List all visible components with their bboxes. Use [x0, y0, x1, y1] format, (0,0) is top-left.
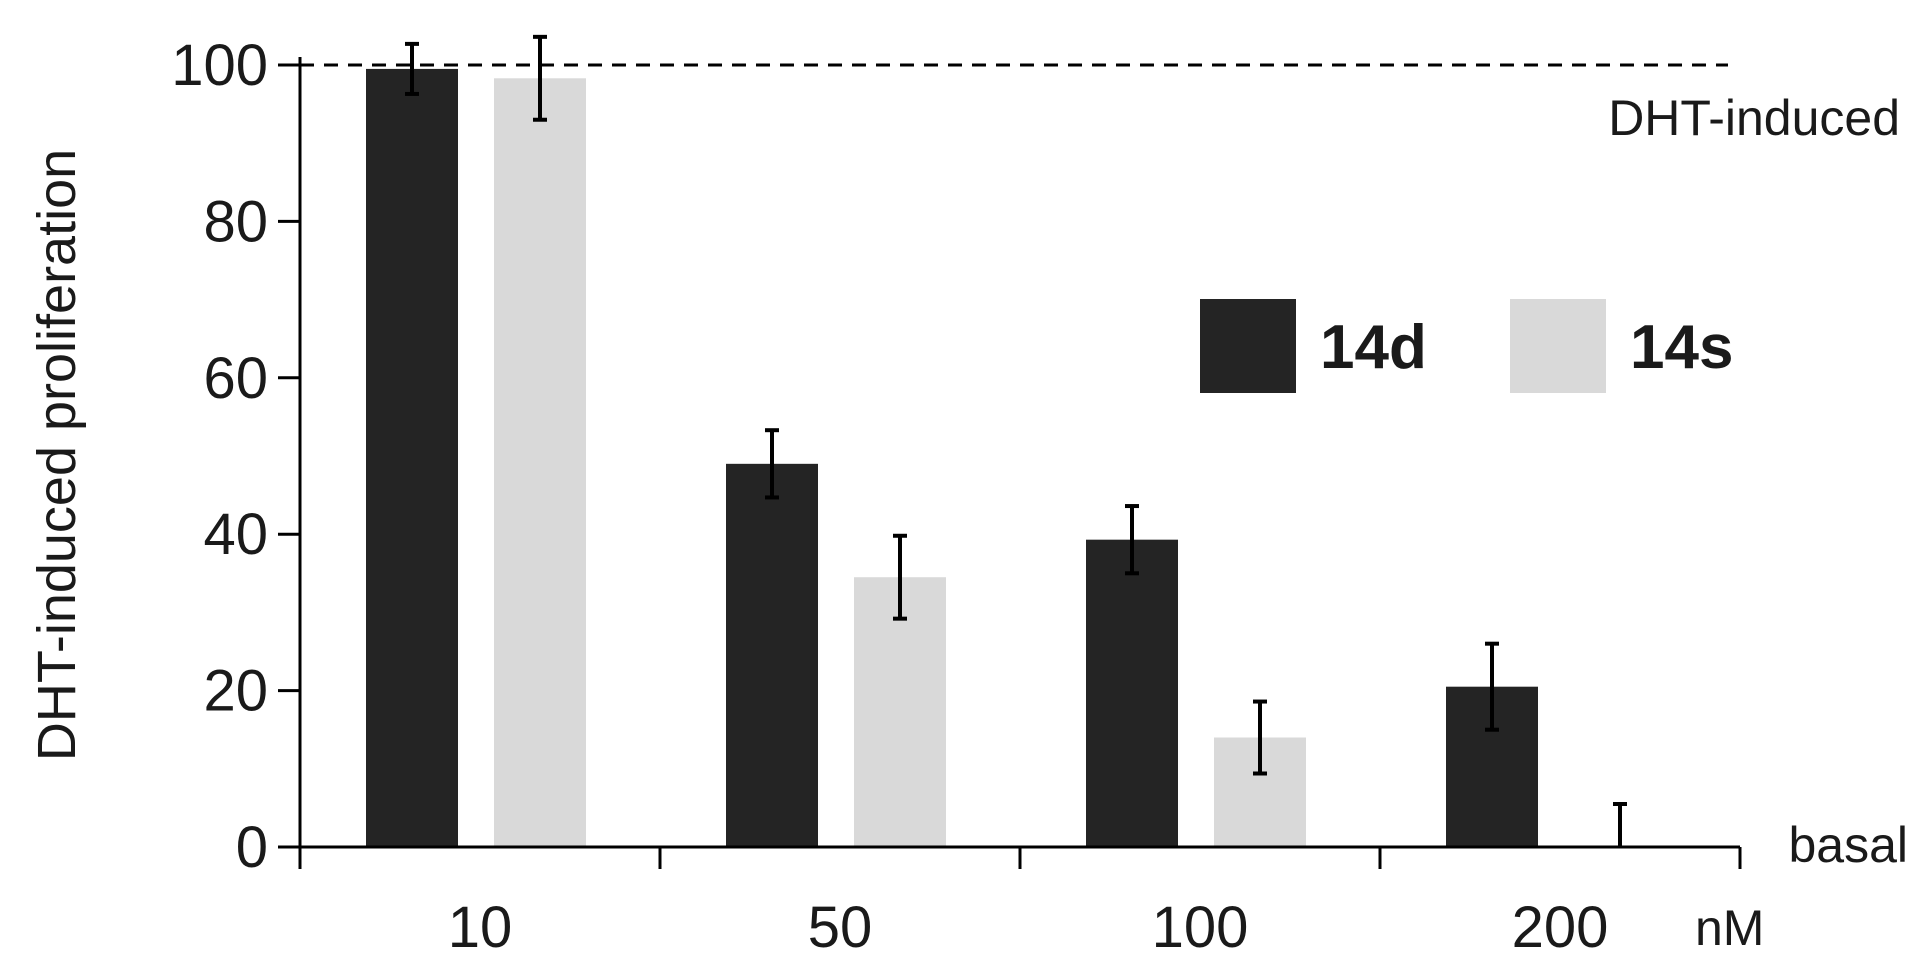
y-tick-label-20: 20: [203, 659, 268, 724]
x-tick-label-100: 100: [1152, 895, 1249, 960]
bar-14d-10: [366, 68, 458, 847]
reference-label-basal: basal: [1788, 817, 1908, 873]
y-tick-label-40: 40: [203, 502, 268, 567]
legend-swatch-14s: [1510, 299, 1606, 393]
y-tick-label-100: 100: [171, 33, 268, 98]
legend: 14d 14s: [1200, 299, 1733, 393]
plot-area: [366, 34, 1627, 847]
bar-14d-100: [1086, 539, 1178, 847]
x-tick-label-200: 200: [1512, 895, 1609, 960]
legend-swatch-14d: [1200, 299, 1296, 393]
x-axis-ticks: 10 50 100 200: [298, 847, 1742, 960]
bar-14s-50: [854, 577, 946, 847]
legend-label-14d: 14d: [1320, 313, 1427, 382]
y-tick-label-0: 0: [236, 815, 268, 880]
reference-label-dht-induced: DHT-induced: [1608, 90, 1900, 146]
x-axis-unit-label: nM: [1695, 900, 1764, 956]
legend-label-14s: 14s: [1630, 313, 1733, 382]
bar-14s-10: [494, 78, 586, 847]
x-tick-label-50: 50: [808, 895, 873, 960]
y-axis-ticks: 0 20 40 60 80 100: [171, 33, 300, 880]
bar-14d-50: [726, 463, 818, 847]
y-tick-label-80: 80: [203, 189, 268, 254]
y-axis-title: DHT-induced proliferation: [27, 149, 87, 761]
x-tick-label-10: 10: [448, 895, 513, 960]
y-tick-label-60: 60: [203, 346, 268, 411]
